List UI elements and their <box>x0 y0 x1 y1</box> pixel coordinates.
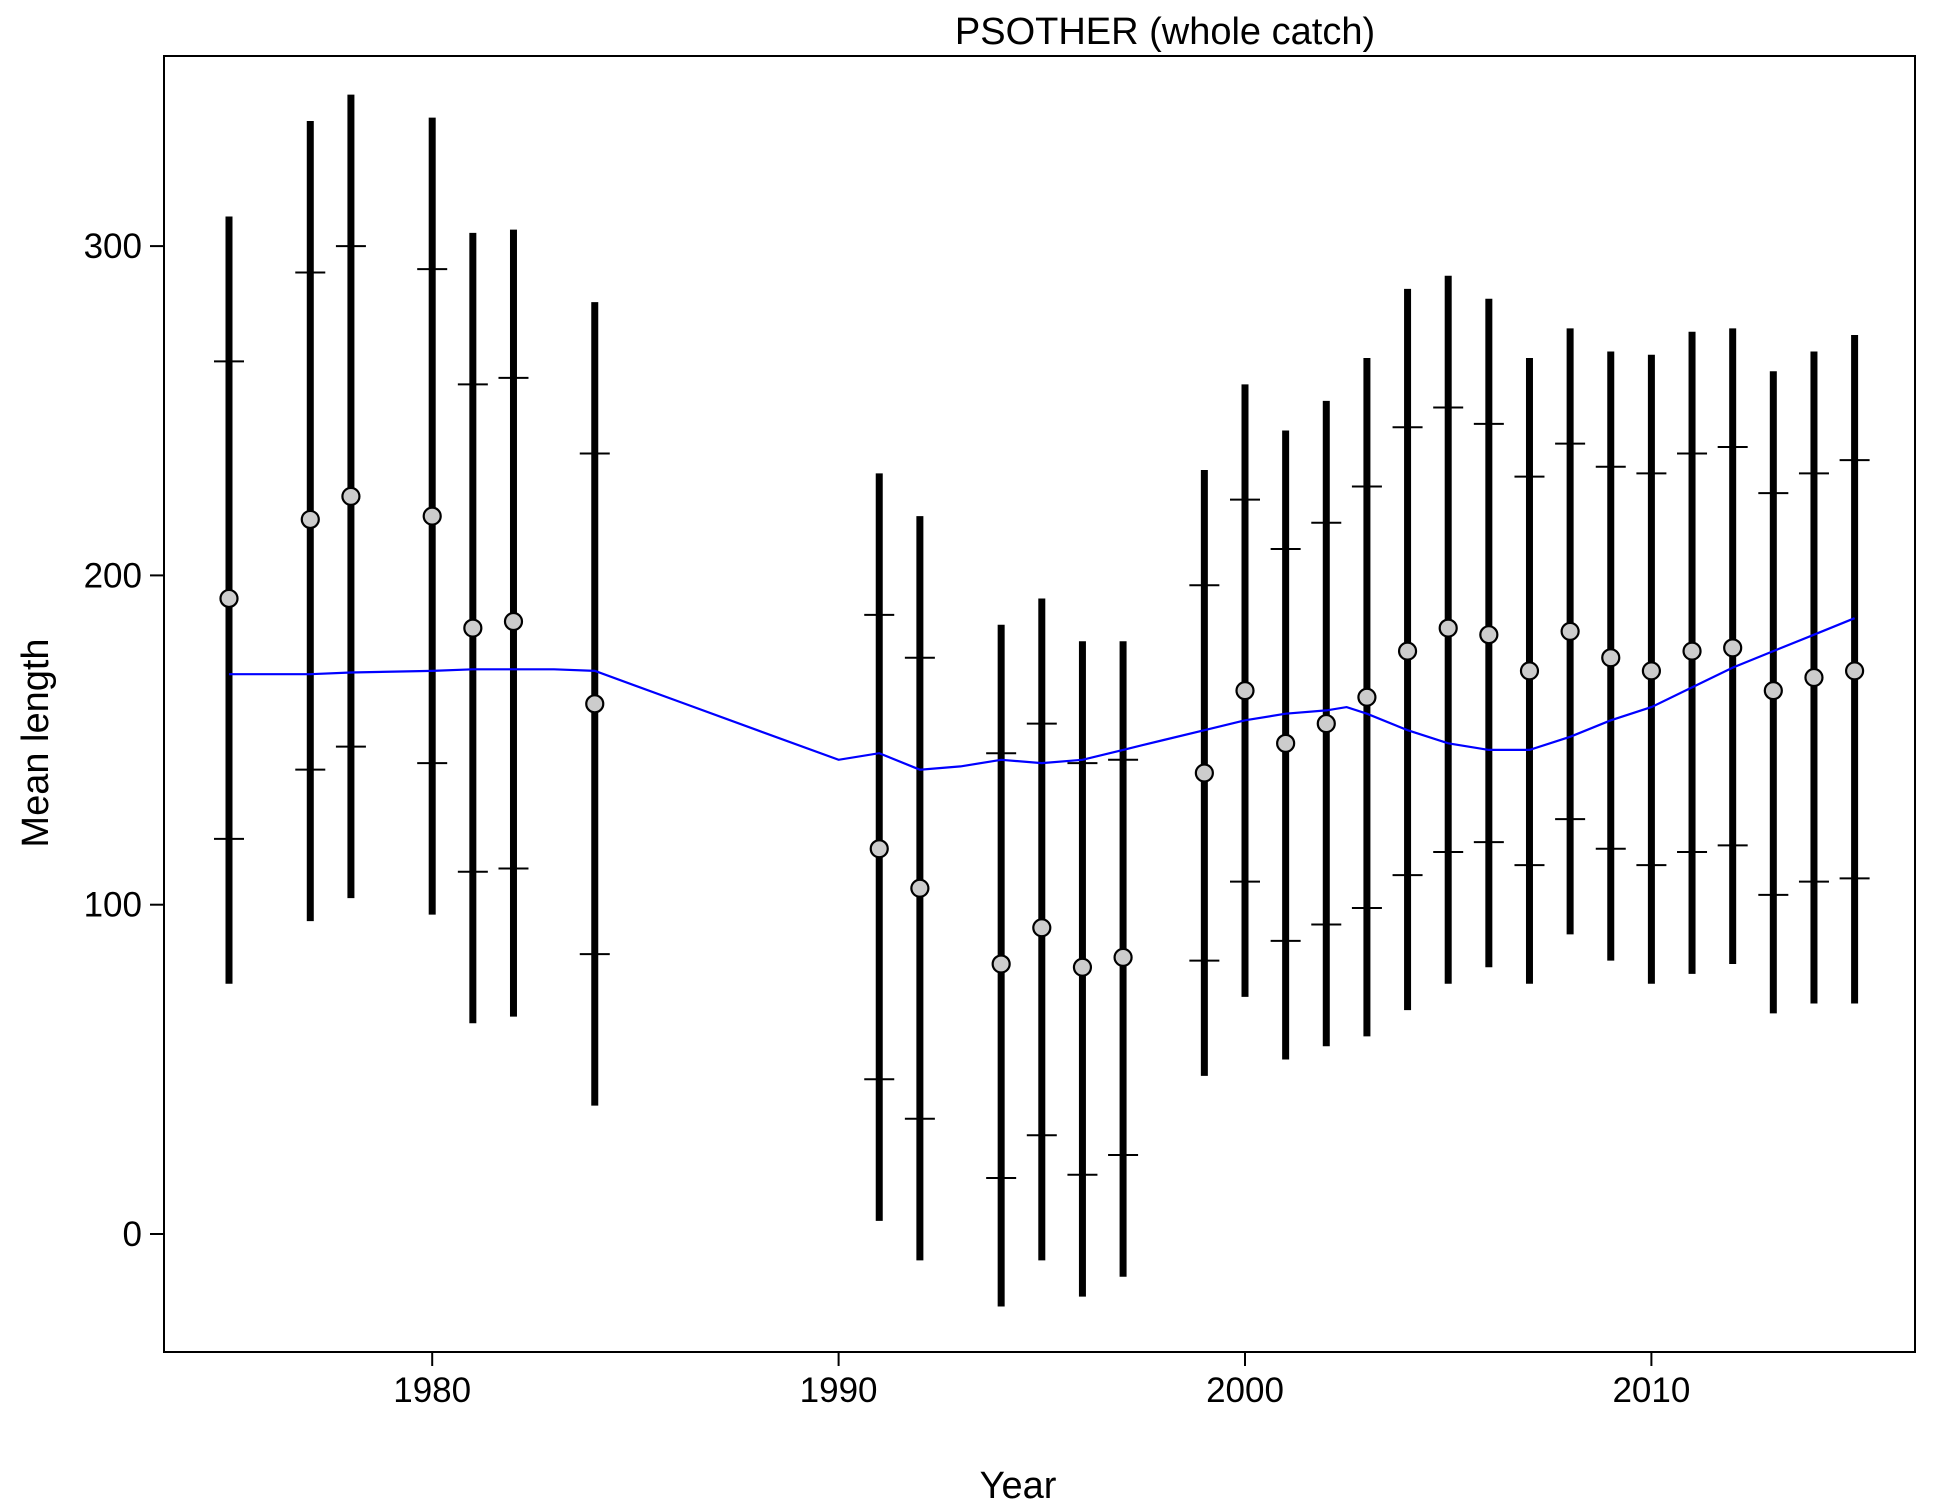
mean-point-2005 <box>1438 618 1458 638</box>
mean-point-2015 <box>1844 661 1865 681</box>
mean-point-1977 <box>300 509 320 530</box>
x-axis: 1980 1990 2000 2010 <box>393 1352 1690 1410</box>
chart-title: PSOTHER (whole catch) <box>955 11 1375 53</box>
mean-point-1995 <box>1032 918 1052 938</box>
mean-point-2013 <box>1763 681 1783 701</box>
y-axis: 0 100 200 300 <box>84 227 164 1254</box>
mean-points <box>219 486 1865 977</box>
smoother-line <box>229 617 1856 771</box>
x-tick-label-2000: 2000 <box>1206 1371 1284 1410</box>
mean-point-1994 <box>991 954 1011 974</box>
mean-point-2000 <box>1235 681 1255 701</box>
x-tick-label-1990: 1990 <box>800 1371 878 1410</box>
mean-point-1982 <box>503 611 524 632</box>
mean-point-2003 <box>1357 687 1377 707</box>
y-tick-label-100: 100 <box>84 886 142 925</box>
mean-point-2001 <box>1276 733 1296 753</box>
mean-point-1992 <box>910 878 930 898</box>
interval-bars <box>214 94 1870 1307</box>
y-axis-label: Mean length <box>15 638 57 847</box>
mean-point-2004 <box>1397 641 1418 661</box>
mean-point-1980 <box>422 506 442 526</box>
mean-point-1999 <box>1194 763 1214 783</box>
mean-point-1991 <box>869 839 889 859</box>
mean-point-1997 <box>1113 947 1133 967</box>
mean-point-2011 <box>1682 641 1702 661</box>
mean-point-2009 <box>1601 648 1621 668</box>
mean-point-2002 <box>1316 713 1336 734</box>
mean-point-2007 <box>1519 661 1540 681</box>
x-tick-label-1980: 1980 <box>393 1371 471 1410</box>
mean-point-1981 <box>463 618 483 638</box>
mean-point-1996 <box>1072 957 1093 977</box>
y-tick-label-300: 300 <box>84 227 142 266</box>
x-axis-label: Year <box>980 1465 1057 1500</box>
plot-frame <box>163 55 1916 1353</box>
mean-point-1975 <box>219 588 239 609</box>
y-tick-label-200: 200 <box>84 556 142 595</box>
mean-point-2014 <box>1804 667 1824 688</box>
mean-point-1984 <box>585 694 605 714</box>
y-tick-label-0: 0 <box>123 1215 142 1254</box>
mean-point-2010 <box>1641 661 1662 681</box>
mean-point-2008 <box>1560 621 1580 641</box>
mean-point-2012 <box>1723 638 1743 658</box>
mean-point-2006 <box>1479 625 1499 645</box>
x-tick-label-2010: 2010 <box>1612 1371 1690 1410</box>
mean-point-1978 <box>341 486 361 506</box>
